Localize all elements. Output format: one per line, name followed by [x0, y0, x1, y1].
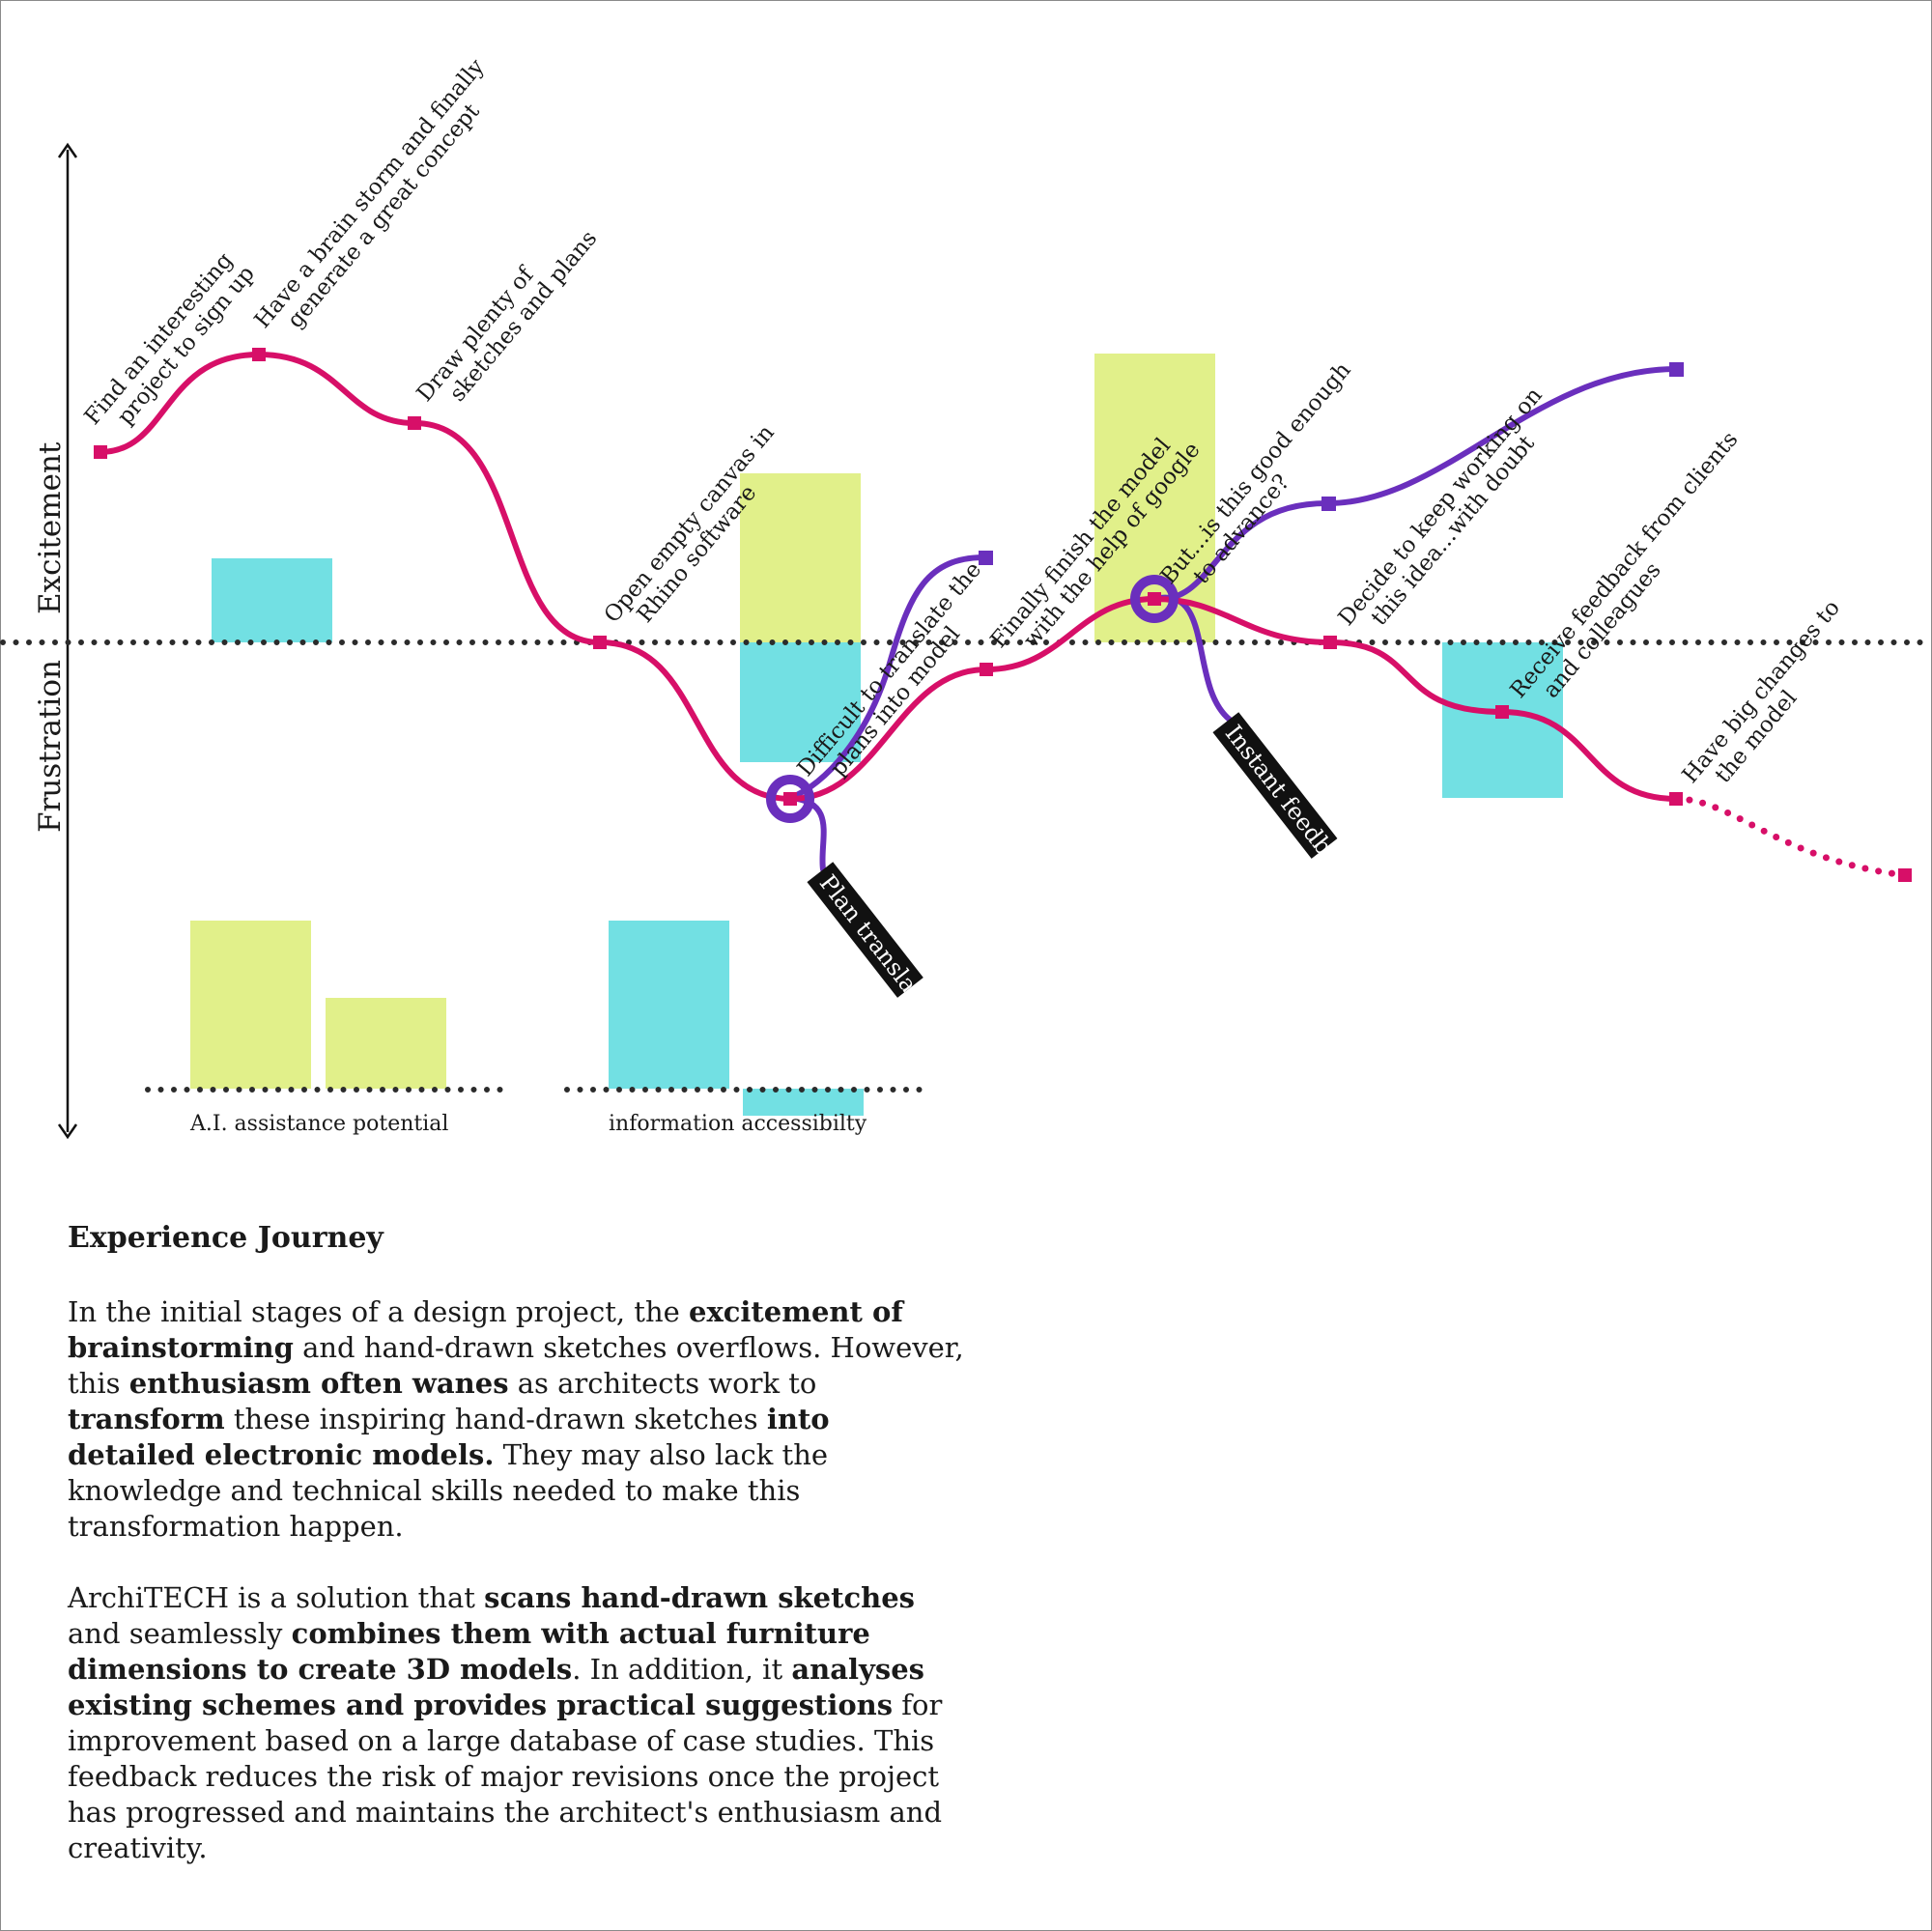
legend-label-info: information accessibilty: [609, 1112, 867, 1136]
branch-marker: [1321, 497, 1336, 511]
step-marker: [980, 663, 993, 676]
body-text: ArchiTECH is a solution that: [68, 1581, 485, 1614]
solution-branches: [787, 366, 1909, 879]
emphasis-text: enthusiasm often wanes: [128, 1367, 509, 1400]
step-marker: [408, 416, 421, 430]
info-bar: [609, 921, 729, 1089]
step-label: Receive feedback from clientsand colleag…: [1506, 427, 1763, 720]
step-marker: [1323, 636, 1337, 649]
step-marker: [252, 348, 266, 361]
tag-label: Plan translator: [814, 869, 944, 1025]
paragraph-solution: ArchiTECH is a solution that scans hand-…: [68, 1580, 966, 1866]
tag-label: Instant feedback: [1220, 720, 1363, 893]
arrow-down-icon: [57, 1123, 78, 1140]
step-marker: [1495, 705, 1509, 719]
section-title: Experience Journey: [68, 1221, 384, 1255]
branch-end-marker: [1669, 362, 1684, 377]
info-bar: [743, 1089, 864, 1116]
info-bar: [740, 642, 861, 762]
step-marker: [1148, 592, 1161, 606]
body-text: as architects work to: [508, 1367, 817, 1400]
step-labels: Find an interestingproject to sign up Ha…: [80, 54, 1864, 804]
body-text: In the initial stages of a design projec…: [68, 1295, 689, 1328]
body-text: and hand-drawn sketches overflows. Howev…: [68, 1331, 964, 1400]
emphasis-text: excitement of brainstorming: [68, 1295, 903, 1364]
paragraph-problem: In the initial stages of a design projec…: [68, 1294, 966, 1545]
branch-instant-feedback: [1151, 366, 1679, 603]
step-label: Have a brain storm and finallygenerate a…: [250, 54, 509, 349]
emphasis-text: scans hand-drawn sketches: [484, 1581, 916, 1614]
step-marker: [593, 636, 607, 649]
description-block: Experience Journey In the initial stages…: [68, 1219, 966, 1902]
step-marker: [783, 792, 797, 806]
solution-node-instant-feedback: [1130, 575, 1179, 623]
ai-bar: [326, 998, 446, 1089]
body-text: these inspiring hand-drawn sketches: [224, 1403, 767, 1435]
emphasis-text: into detailed electronic models.: [68, 1403, 830, 1471]
step-marker: [1669, 792, 1683, 806]
branch-markers: [979, 362, 1684, 565]
solution-tag-plan-translator: Plan translator: [807, 862, 944, 1025]
legend-label-ai: A.I. assistance potential: [189, 1112, 448, 1136]
axis-label-frustration: Frustration: [33, 660, 68, 833]
ai-bar: [190, 921, 311, 1089]
journey-curve: [99, 351, 1677, 803]
step-label: Decide to keep working onthis idea...wit…: [1334, 383, 1567, 646]
step-marker: [94, 445, 107, 459]
emphasis-text: analyses existing schemes and provides p…: [68, 1653, 924, 1721]
solution-node-plan-translator: [766, 775, 814, 823]
bars: [190, 354, 1563, 1116]
body-text: for improvement based on a large databas…: [68, 1689, 943, 1864]
solution-tag-instant-feedback: Instant feedback: [1212, 712, 1363, 893]
emphasis-text: transform: [68, 1403, 225, 1435]
axis-label-excitement: Excitement: [33, 441, 68, 614]
body-text: and seamlessly: [68, 1617, 292, 1650]
step-label: Have big changes tothe model: [1678, 595, 1864, 804]
body-text: . In addition, it: [572, 1653, 792, 1686]
journey-dotted-tail: [1672, 795, 1909, 879]
emphasis-text: combines them with actual furniture dime…: [68, 1617, 870, 1686]
journey-markers: [94, 348, 1912, 882]
experience-journey-diagram: Excitement Frustration F: [0, 54, 1932, 1140]
body-text: They may also lack the knowledge and tec…: [68, 1438, 829, 1543]
branch-plan-translator: [787, 554, 988, 801]
ai-bar: [740, 473, 861, 642]
branch-end-marker: [979, 551, 993, 565]
step-label: Find an interestingproject to sign up: [80, 245, 260, 446]
step-label: Draw plenty ofsketches and plans: [412, 210, 603, 422]
arrow-up-icon: [57, 142, 78, 158]
info-bar: [212, 558, 332, 642]
end-marker: [1898, 868, 1912, 882]
